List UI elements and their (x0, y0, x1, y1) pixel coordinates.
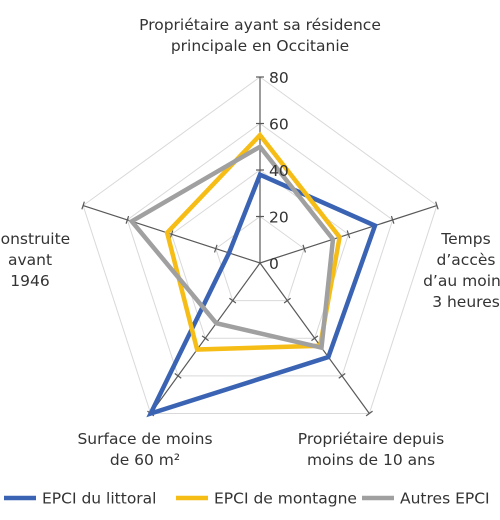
series-2-line (164, 131, 342, 352)
axis-label-line: d’au moins (423, 272, 500, 290)
axis-label-line: d’accès (437, 251, 496, 269)
axis-tick-mark (81, 201, 85, 210)
axis-label-5: Construite avant 1946 (0, 230, 70, 290)
axis-tick-mark (311, 335, 319, 342)
axis-label-2: Temps d’accès d’au moins 3 heures (423, 230, 500, 311)
axis-tick-mark (174, 373, 182, 379)
legend-label-1: EPCI du littoral (42, 490, 156, 508)
grid-ring-60 (126, 122, 394, 377)
r-tick-label: 0 (269, 255, 279, 273)
axis-tick-mark (390, 215, 395, 224)
grid-ring-40 (170, 169, 350, 339)
axis-label-3: Propriétaire depuis moins de 10 ans (298, 430, 444, 469)
grid-ring-80 (82, 76, 438, 414)
axis-label-1: Propriétaire ayant sa résidence principal… (139, 16, 381, 55)
axis-tick-mark (365, 410, 373, 417)
axis-label-line: 3 heures (432, 293, 500, 311)
r-tick-label: 20 (269, 209, 289, 227)
axis-label-4: Surface de moins de 60 m² (77, 430, 212, 469)
series-3-line (128, 143, 336, 351)
axis-label-line: Propriétaire ayant sa résidence (139, 16, 381, 34)
series-1-line (146, 171, 378, 418)
axis-tick-mark (338, 373, 346, 379)
legend-label-2: EPCI de montagne (214, 490, 357, 508)
axis-label-line: 1946 (10, 272, 49, 290)
legend-label-3: Autres EPCI (400, 490, 490, 508)
axis-label-line: Construite (0, 230, 70, 248)
axis-label-line: Surface de moins (77, 430, 212, 448)
axis-tick-mark (229, 297, 237, 304)
axis-tick-mark (346, 230, 351, 239)
r-tick-label: 80 (269, 69, 289, 87)
axis-tick-mark (213, 244, 218, 253)
axis-tick-mark (302, 244, 307, 253)
axis-label-line: Propriétaire depuis (298, 430, 444, 448)
axis-label-line: de 60 m² (110, 451, 180, 469)
axis-label-line: moins de 10 ans (307, 451, 435, 469)
axis-tick-mark (125, 215, 130, 224)
axis-tick-mark (283, 297, 291, 304)
r-tick-label: 40 (269, 162, 289, 180)
axis-tick-mark (169, 230, 174, 239)
axis-label-line: avant (8, 251, 52, 269)
axis-label-line: principale en Occitanie (171, 37, 349, 55)
axis-tick-mark (201, 335, 209, 342)
grid-ring-20 (215, 215, 305, 302)
axis-label-line: Temps (440, 230, 490, 248)
r-tick-label: 60 (269, 116, 289, 134)
axis-tick-mark (435, 201, 439, 210)
